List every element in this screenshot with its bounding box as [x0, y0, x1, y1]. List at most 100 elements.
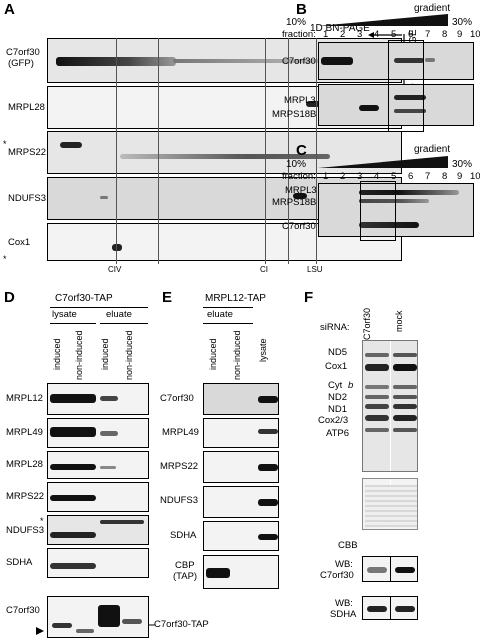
panelB-fraction: 10 — [470, 29, 480, 40]
panelF-sirna-label: siRNA: — [320, 322, 350, 333]
panelD-title: C7orf30-TAP — [55, 293, 113, 304]
panelA-marker-civ: CIV — [108, 265, 122, 274]
panelB-blot-mrpl3 — [318, 84, 474, 126]
panelB-fraction: 7 — [425, 29, 431, 40]
panelD-blot-sdha — [47, 548, 149, 578]
panelE-blot-c7orf30 — [203, 383, 279, 415]
panelD-row-c7orf30: C7orf30 — [6, 605, 40, 616]
panelF-band-cyt-b: b — [348, 380, 354, 391]
panelF-band-cox23: Cox2/3 — [318, 415, 349, 426]
panelA-asterisk-1: * — [3, 139, 7, 149]
panelA-row-mrpl28: MRPL28 — [8, 102, 45, 113]
panelF-lane-mock: mock — [394, 310, 404, 332]
panel-label-d: D — [4, 289, 15, 306]
panelD-blot-c7orf30 — [47, 596, 149, 638]
panelC-fraction-label: fraction: — [282, 171, 316, 182]
panelE-eluate-underline — [203, 323, 253, 324]
panelA-guide-2 — [158, 38, 159, 264]
panelD-blot-mrpl12 — [47, 383, 149, 415]
panelC-blot — [318, 183, 474, 237]
panelA-marker-ci: CI — [260, 265, 268, 274]
panelB-fraction: 2 — [340, 29, 346, 40]
panelC-fraction: 1 — [323, 171, 329, 182]
panelA-guide-ci — [265, 38, 266, 264]
panelF-blot-wb-c7orf30 — [362, 556, 418, 582]
panelB-start-pct: 10% — [286, 17, 307, 28]
panelC-fraction: 6 — [408, 171, 414, 182]
panel-label-c: C — [296, 142, 307, 159]
panelF-band-cyt: Cyt — [328, 380, 343, 391]
panelD-tap-label: C7orf30-TAP — [154, 619, 209, 630]
panelF-wb-sdha-2: SDHA — [330, 609, 357, 620]
panelF-blot-wb-sdha — [362, 596, 418, 620]
panel-label-f: F — [304, 289, 314, 306]
panelA-row-cox1: Cox1 — [8, 237, 31, 248]
panelA-guide-lsu — [316, 38, 317, 264]
panelD-asterisk: * — [40, 516, 44, 526]
panelB-gradient-wedge — [318, 14, 448, 26]
panelE-blot-mrpl49 — [203, 418, 279, 448]
panelF-band-nd1: ND1 — [328, 404, 348, 415]
panelA-guide-civ — [116, 38, 117, 264]
panel-label-b: B — [296, 1, 307, 18]
panelD-row-mrpl28: MRPL28 — [6, 459, 43, 470]
panelF-wb-c7orf30-1: WB: — [335, 559, 353, 570]
panelE-title-underline — [203, 307, 253, 308]
panelA-row-c7orf30: C7orf30 — [6, 47, 40, 58]
panelF-blot-cbb — [362, 478, 418, 530]
panelD-row-ndufs3: NDUFS3 — [6, 525, 45, 536]
panelC-highlight-box — [360, 181, 396, 241]
panelD-eluate-underline — [100, 323, 148, 324]
panelC-end-pct: 30% — [452, 159, 473, 170]
panelE-blot-cbp — [203, 555, 279, 589]
panelD-group-eluate: eluate — [106, 309, 132, 320]
panelD-blot-mrps22 — [47, 482, 149, 512]
panelF-cbb-label: CBB — [338, 540, 358, 551]
panelB-row-c7orf30: C7orf30 — [282, 56, 316, 67]
panelF-band-atp6: ATP6 — [326, 428, 350, 439]
panelE-title: MRPL12-TAP — [205, 293, 266, 304]
panelC-gradient-wedge — [318, 156, 448, 168]
panelA-asterisk-2: * — [3, 254, 7, 264]
panelC-fraction: 8 — [442, 171, 448, 182]
panelB-fraction: 6 — [408, 29, 414, 40]
panelE-lane-2: non-induced — [232, 330, 242, 380]
panelD-row-mrpl49: MRPL49 — [6, 427, 43, 438]
panelB-highlight-box — [388, 40, 424, 132]
panelB-row-mrpl3: MRPL3 — [284, 95, 316, 106]
panelA-header-1d: 1D BN-PAGE — [310, 23, 370, 34]
panelB-fraction: 3 — [357, 29, 363, 40]
panelC-fraction: 3 — [357, 171, 363, 182]
panelC-fraction: 4 — [374, 171, 380, 182]
panelE-blot-mrps22 — [203, 451, 279, 483]
panelE-row-ndufs3: NDUFS3 — [160, 495, 199, 506]
panelC-fraction: 5 — [391, 171, 397, 182]
panelC-gradient-label: gradient — [414, 144, 451, 155]
panelB-end-pct: 30% — [452, 17, 473, 28]
panelD-row-mrpl12: MRPL12 — [6, 393, 43, 404]
panelF-band-nd2: ND2 — [328, 392, 348, 403]
panelE-row-c7orf30: C7orf30 — [160, 393, 194, 404]
panelB-blot-c7orf30 — [318, 42, 474, 80]
panelB-fraction: 1 — [323, 29, 329, 40]
panelC-start-pct: 10% — [286, 159, 307, 170]
panelB-fraction: 4 — [374, 29, 380, 40]
panelD-blot-mrpl49 — [47, 418, 149, 448]
panelE-row-sdha: SDHA — [170, 530, 197, 541]
panelA-marker-lsu: LSU — [307, 265, 323, 274]
panelC-fraction: 7 — [425, 171, 431, 182]
panelB-row-mrps18b: MRPS18B — [272, 109, 317, 120]
panelB-fraction: 8 — [442, 29, 448, 40]
panelB-gradient-label: gradient — [414, 3, 451, 14]
panelD-row-mrps22: MRPS22 — [6, 491, 45, 502]
panelC-row-mrps18b: MRPS18B — [272, 197, 317, 208]
panelC-fraction: 2 — [340, 171, 346, 182]
panel-label-e: E — [162, 289, 173, 306]
panelA-row-ndufs3: NDUFS3 — [8, 193, 47, 204]
panelD-lysate-underline — [50, 323, 96, 324]
panelE-row-cbp: CBP — [175, 560, 195, 571]
panelE-blot-sdha — [203, 521, 279, 551]
panelA-blot-mrps22 — [47, 131, 402, 174]
